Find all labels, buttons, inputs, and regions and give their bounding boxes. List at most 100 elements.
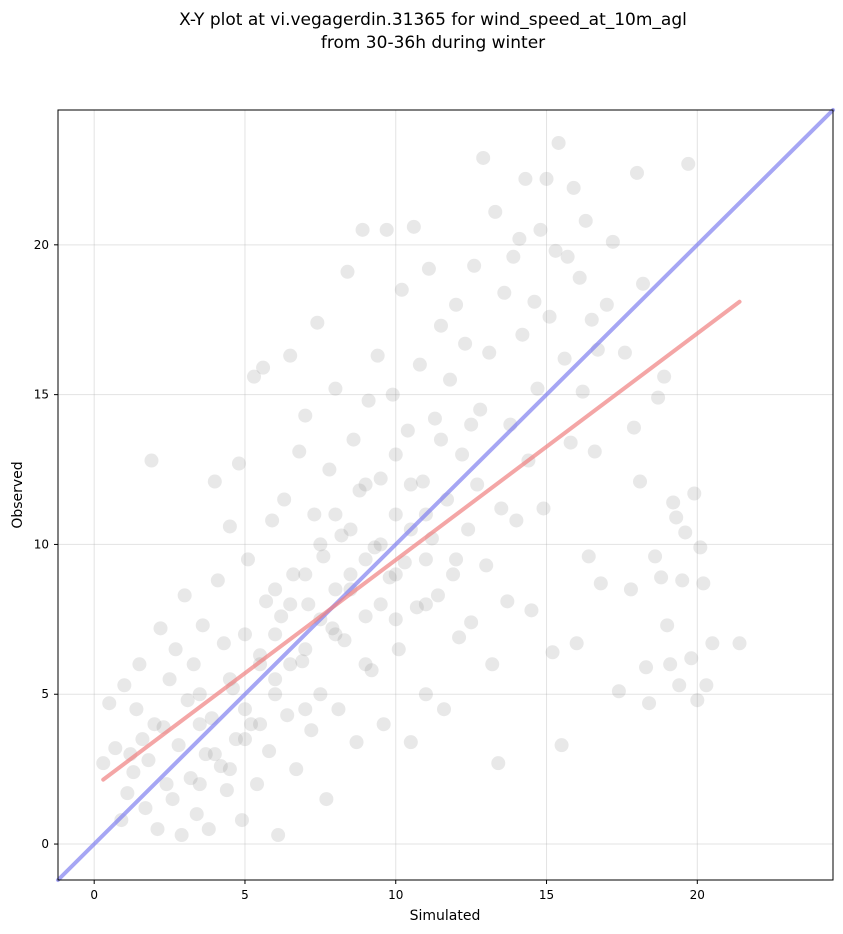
data-point (388, 612, 403, 627)
data-point (605, 234, 620, 249)
data-point (542, 309, 557, 324)
data-point (636, 276, 651, 291)
data-point (243, 717, 258, 732)
data-point (681, 156, 696, 171)
data-point (611, 684, 626, 699)
data-point (268, 627, 283, 642)
data-point (240, 552, 255, 567)
y-tick-label: 0 (41, 837, 49, 851)
data-point (331, 702, 346, 717)
data-point (298, 408, 313, 423)
data-point (250, 777, 265, 792)
data-point (669, 510, 684, 525)
data-point (310, 315, 325, 330)
data-point (409, 600, 424, 615)
data-point (231, 456, 246, 471)
data-point (337, 633, 352, 648)
data-point (271, 828, 286, 843)
data-point (144, 453, 159, 468)
data-point (485, 657, 500, 672)
reference-lines (56, 108, 835, 882)
data-point (358, 609, 373, 624)
data-point (599, 297, 614, 312)
data-point (397, 555, 412, 570)
x-tick-label: 10 (388, 888, 403, 902)
data-point (373, 471, 388, 486)
data-point (394, 282, 409, 297)
data-point (482, 345, 497, 360)
data-point (292, 444, 307, 459)
fit-line (101, 299, 742, 782)
y-tick-label: 10 (34, 537, 49, 551)
data-point (376, 717, 391, 732)
data-point (192, 717, 207, 732)
data-point (654, 570, 669, 585)
data-point (298, 567, 313, 582)
data-point (117, 678, 132, 693)
data-point (346, 432, 361, 447)
data-point (443, 372, 458, 387)
data-point (687, 486, 702, 501)
data-point (663, 657, 678, 672)
data-point (539, 171, 554, 186)
x-tick-label: 0 (90, 888, 98, 902)
data-point (358, 477, 373, 492)
data-point (705, 636, 720, 651)
data-point (533, 222, 548, 237)
data-point (509, 513, 524, 528)
data-point (192, 687, 207, 702)
data-point (207, 474, 222, 489)
data-point (216, 636, 231, 651)
data-point (358, 657, 373, 672)
data-point (666, 495, 681, 510)
data-point (207, 747, 222, 762)
data-point (352, 483, 367, 498)
data-point (651, 390, 666, 405)
data-point (253, 717, 268, 732)
data-point (313, 537, 328, 552)
data-point (400, 423, 415, 438)
data-point (301, 597, 316, 612)
data-point (464, 615, 479, 630)
data-point (114, 813, 129, 828)
data-point (512, 231, 527, 246)
data-point (222, 762, 237, 777)
identity-line (56, 108, 835, 882)
data-point (159, 777, 174, 792)
data-point (343, 522, 358, 537)
data-point (557, 351, 572, 366)
data-point (678, 525, 693, 540)
data-point (684, 651, 699, 666)
data-point (433, 432, 448, 447)
data-point (458, 336, 473, 351)
data-point (403, 735, 418, 750)
data-point (129, 702, 144, 717)
data-point (126, 765, 141, 780)
data-point (449, 297, 464, 312)
data-point (222, 519, 237, 534)
data-point (328, 507, 343, 522)
y-tick-label: 15 (34, 388, 49, 402)
data-point (268, 672, 283, 687)
data-point (524, 603, 539, 618)
data-point (699, 678, 714, 693)
data-point (373, 597, 388, 612)
data-point (518, 171, 533, 186)
data-point (358, 552, 373, 567)
data-point (96, 756, 111, 771)
data-point (120, 786, 135, 801)
data-point (572, 270, 587, 285)
data-point (506, 249, 521, 264)
data-point (491, 756, 506, 771)
data-point (328, 582, 343, 597)
data-point (147, 717, 162, 732)
data-point (473, 402, 488, 417)
data-point (581, 549, 596, 564)
data-point (355, 222, 370, 237)
data-point (467, 258, 482, 273)
data-point (569, 636, 584, 651)
data-point (210, 573, 225, 588)
data-point (213, 759, 228, 774)
y-axis-ticks: 0 5 10 15 20 (34, 238, 58, 851)
data-point (427, 411, 442, 426)
